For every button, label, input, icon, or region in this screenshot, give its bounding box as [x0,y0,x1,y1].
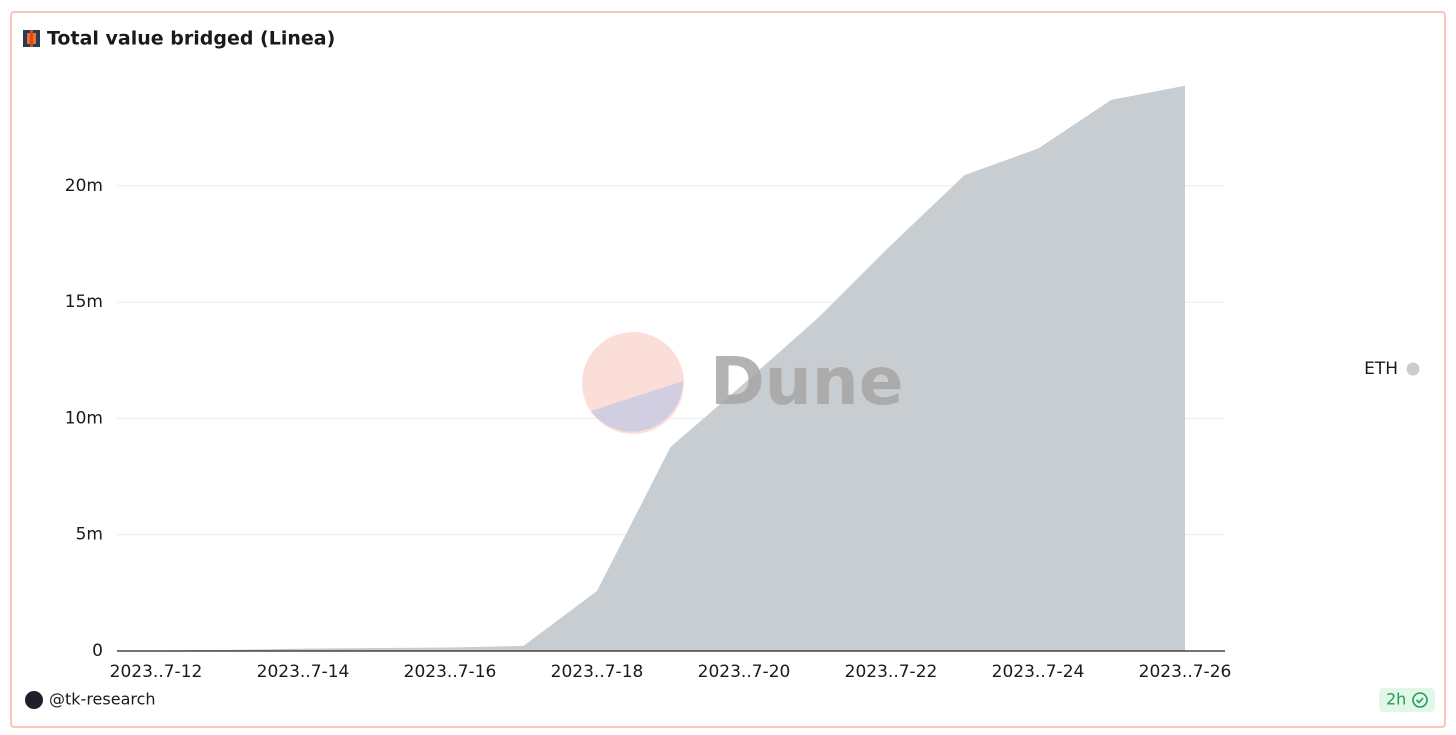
refresh-badge[interactable] [1379,688,1435,712]
watermark-logo-part [591,381,683,432]
y-tick-label: 15m [65,292,103,312]
watermark-text: Dune [710,343,904,420]
title-icon [23,30,40,47]
y-tick-label: 5m [76,525,103,545]
refresh-icon [1412,692,1428,708]
author-avatar [25,691,43,709]
refresh-label: 2h [1386,690,1406,709]
x-tick-label: 2023..7-18 [551,662,644,682]
x-tick-label: 2023..7-14 [257,662,350,682]
legend-marker [1406,362,1420,376]
y-tick-label: 20m [65,176,103,196]
x-tick-label: 2023..7-24 [992,662,1085,682]
x-tick-label: 2023..7-22 [845,662,938,682]
y-tick-label: 0 [92,641,103,661]
x-tick-label: 2023..7-12 [110,662,203,682]
plot-area: 0 5m 10m 15m 20m 2023..7-12 2023..7-14 2023..7-… [65,85,1232,682]
refresh-check [1415,697,1424,704]
author[interactable]: @tk-research [49,690,156,709]
legend-label: ETH [1364,359,1398,379]
y-tick-label: 10m [65,408,103,428]
watermark: Dune [582,332,904,434]
area [156,85,1185,652]
x-tick-label: 2023..7-20 [698,662,791,682]
x-tick-label: 2023..7-16 [404,662,497,682]
x-tick-label: 2023..7-26 [1139,662,1232,682]
chart-title: Total value bridged (Linea) [47,28,335,50]
